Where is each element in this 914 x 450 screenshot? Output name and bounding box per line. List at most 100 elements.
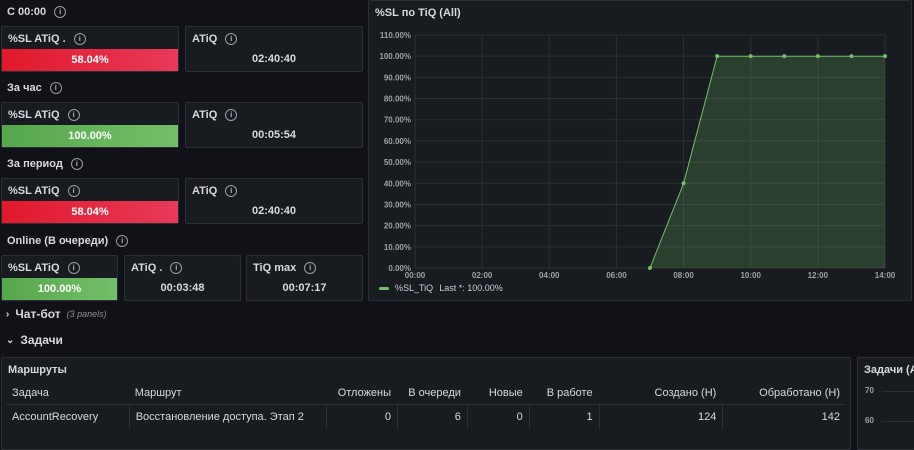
chevron-right-icon: ›	[6, 308, 10, 320]
chart-legend[interactable]: %SL_TiQ Last *: 100.00%	[379, 283, 503, 293]
row-panel-count: (3 panels)	[66, 309, 107, 319]
column-header-in-work[interactable]: В работе	[546, 387, 593, 399]
data-point	[648, 266, 652, 270]
stat-value: 00:07:17	[282, 282, 327, 294]
section-title-online: Online (В очереди) i	[7, 235, 129, 247]
panel-title: ATiQ i	[192, 33, 238, 45]
y-tick-label: 70	[865, 386, 874, 395]
panel-title: ATiQ i	[192, 109, 238, 121]
info-icon[interactable]: i	[170, 262, 183, 274]
table-cell: 1	[528, 405, 599, 429]
panel-title-text: %SL ATiQ	[8, 109, 60, 121]
table-row[interactable]: AccountRecovery Восстановление доступа. …	[6, 404, 846, 429]
table-cell: 0	[326, 405, 397, 429]
chart-series-area	[649, 55, 885, 269]
panel-title-text: %SL ATiQ	[8, 185, 60, 197]
y-tick-label: 10.00%	[384, 243, 411, 252]
stat-value: 00:05:54	[251, 129, 297, 141]
table-cell: 6	[397, 405, 467, 429]
x-tick-label: 00:00	[405, 271, 426, 280]
stat-value-bar: 58.04%	[2, 49, 178, 71]
row-chatbot-collapsed[interactable]: › Чат-бот (3 panels)	[6, 307, 107, 321]
info-icon[interactable]: i	[225, 185, 238, 197]
row-title: Чат-бот	[15, 307, 61, 321]
info-icon[interactable]: i	[116, 235, 129, 247]
info-icon[interactable]: i	[304, 262, 317, 274]
chart-series-points	[648, 54, 887, 270]
series-area-fill	[650, 56, 885, 269]
panel-title-text: ATiQ	[192, 109, 218, 121]
column-header-postponed[interactable]: Отложены	[337, 387, 392, 399]
info-icon[interactable]: i	[67, 109, 80, 121]
table-cell: 0	[466, 405, 529, 429]
y-tick-label: 100.00%	[379, 52, 411, 61]
stat-value-bar: 100.00%	[2, 125, 178, 147]
column-header-created[interactable]: Создано (Н)	[654, 387, 717, 399]
y-tick-label: 110.00%	[380, 31, 411, 40]
stat-panel-atiq-since-midnight: ATiQ i 02:40:40	[185, 26, 363, 72]
legend-series-name: %SL_TiQ	[395, 283, 434, 293]
section-label: Online (В очереди)	[7, 235, 109, 247]
column-header-route[interactable]: Маршрут	[134, 387, 182, 399]
y-tick-label: 50.00%	[384, 158, 411, 167]
info-icon[interactable]: i	[70, 158, 83, 170]
y-tick-label: 40.00%	[384, 179, 411, 188]
panel-title: ATiQ i	[192, 185, 238, 197]
column-header-task[interactable]: Задача	[12, 387, 49, 399]
column-header-in-queue[interactable]: В очереди	[408, 387, 461, 399]
panel-title-text: ATiQ	[192, 33, 218, 45]
stat-panel-atiq-online: ATiQ . i 00:03:48	[124, 255, 241, 301]
section-title-per-period: За период i	[7, 158, 83, 170]
info-icon[interactable]: i	[67, 185, 80, 197]
panel-title-text: %SL ATiQ .	[8, 33, 66, 45]
row-tasks-expanded[interactable]: ⌄ Задачи	[6, 333, 63, 347]
info-icon[interactable]: i	[49, 82, 62, 94]
section-label: С 00:00	[7, 6, 47, 18]
y-tick-label: 90.00%	[384, 73, 411, 82]
section-label: За час	[7, 82, 42, 94]
stat-value: 100.00%	[68, 130, 112, 142]
stat-panel-sl-online: %SL ATiQ i 100.00%	[1, 255, 118, 301]
table-title: Маршруты	[8, 364, 67, 376]
stat-panel-sl-per-period: %SL ATiQ i 58.04%	[1, 178, 179, 224]
y-tick-label: 20.00%	[384, 222, 411, 231]
routes-table: Задача Маршрут Отложены В очереди Новые …	[6, 382, 846, 429]
info-icon[interactable]: i	[54, 6, 67, 18]
stat-value: 02:40:40	[251, 205, 297, 217]
x-tick-label: 02:00	[472, 271, 493, 280]
column-header-processed[interactable]: Обработано (Н)	[759, 387, 840, 399]
y-tick-label: 80.00%	[384, 95, 411, 104]
y-tick-label: 60	[865, 416, 874, 425]
info-icon[interactable]: i	[225, 33, 238, 45]
info-icon[interactable]: i	[225, 109, 238, 121]
x-tick-label: 14:00	[875, 271, 896, 280]
chart-panel-sl-by-tiq: %SL по TiQ (All) 0.00% 10.00% 20.00% 30.00%…	[368, 0, 912, 301]
y-tick-label: 70.00%	[384, 116, 411, 125]
info-icon[interactable]: i	[73, 33, 86, 45]
table-cell: 142	[722, 405, 846, 429]
stat-value: 58.04%	[71, 54, 109, 66]
chevron-down-icon: ⌄	[6, 334, 15, 346]
info-icon[interactable]: i	[67, 262, 80, 274]
column-header-new[interactable]: Новые	[488, 387, 523, 399]
x-tick-label: 06:00	[606, 271, 627, 280]
panel-title-text: TiQ max	[253, 262, 297, 274]
sl-chart-svg: 0.00% 10.00% 20.00% 30.00% 40.00% 50.00% 60.00…	[379, 31, 896, 280]
y-tick-label: 0.00%	[388, 264, 411, 273]
section-label: За период	[7, 158, 63, 170]
panel-title: %SL ATiQ . i	[8, 33, 86, 45]
panel-title-text: ATiQ	[192, 185, 218, 197]
table-cell: AccountRecovery	[12, 411, 99, 423]
table-cell: Восстановление доступа. Этап 2	[128, 405, 327, 429]
series-line	[649, 55, 885, 269]
routes-table-panel: Маршруты Задача Маршрут Отложены В очере…	[1, 357, 851, 450]
table-cell: 124	[598, 405, 723, 429]
data-point	[715, 54, 720, 59]
panel-title: Задачи (All)	[864, 364, 914, 376]
grid-line	[882, 391, 914, 392]
panel-title: %SL ATiQ i	[8, 185, 80, 197]
panel-title: %SL ATiQ i	[8, 109, 80, 121]
chart-title: %SL по TiQ (All)	[375, 7, 461, 19]
grid-line	[882, 421, 914, 422]
stat-panel-atiq-per-hour: ATiQ i 00:05:54	[185, 102, 363, 148]
